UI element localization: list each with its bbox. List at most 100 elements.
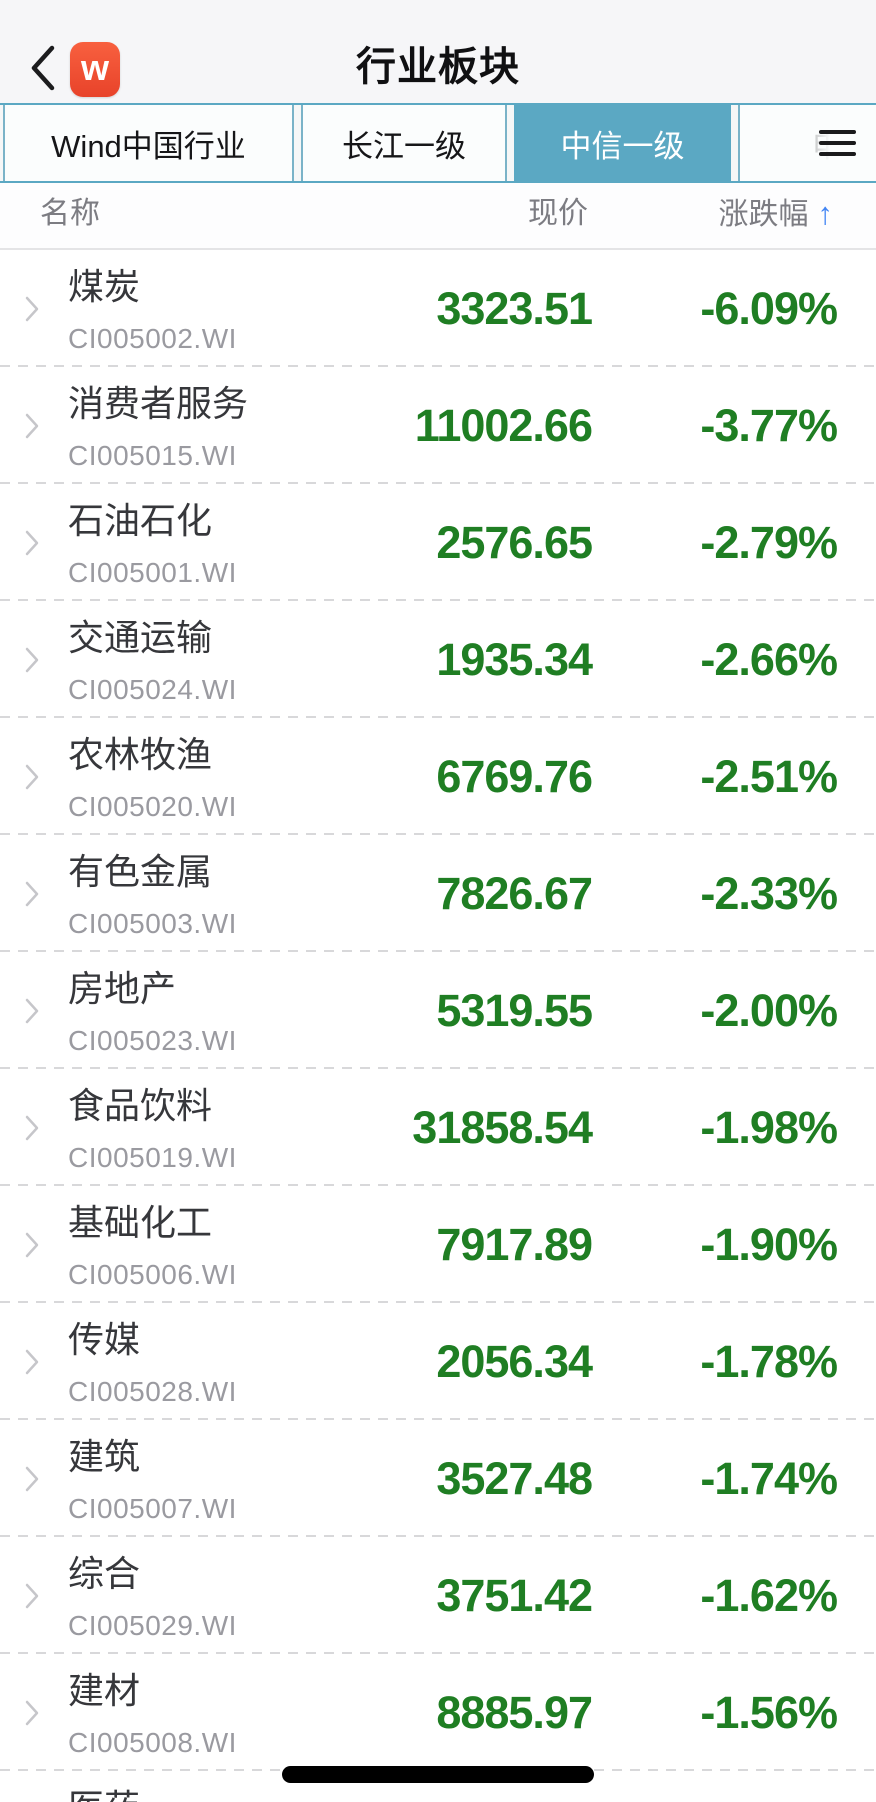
tab-label: Wind中国行业 xyxy=(51,128,246,164)
sector-change: -1.56% xyxy=(700,1686,838,1738)
chevron-right-icon xyxy=(25,998,39,1023)
sector-name: 综合 xyxy=(68,1553,141,1594)
sector-row-xiaofeizhefuwu[interactable]: 消费者服务 CI005015.WI 11002.66 -3.77% xyxy=(0,367,876,484)
sector-row-shipinyinliao[interactable]: 食品饮料 CI005019.WI 31858.54 -1.98% xyxy=(0,1069,876,1186)
sector-price: 3323.51 xyxy=(436,282,593,334)
sector-row-jichuhuagong[interactable]: 基础化工 CI005006.WI 7917.89 -1.90% xyxy=(0,1186,876,1303)
sector-change: -1.90% xyxy=(700,1218,838,1270)
sector-change: -3.77% xyxy=(700,399,838,451)
chevron-right-icon xyxy=(25,530,39,555)
sector-category-tabs: Wind中国行业 长江一级 中信一级 申万 xyxy=(0,103,876,183)
home-indicator[interactable] xyxy=(282,1766,594,1783)
sector-change: -6.09% xyxy=(700,282,838,334)
tab-label: 长江一级 xyxy=(342,128,466,164)
sector-code: CI005024.WI xyxy=(68,674,237,705)
sort-ascending-arrow-icon: ↑ xyxy=(817,196,834,231)
sector-name: 交通运输 xyxy=(68,617,213,658)
nav-bar: w 行业板块 xyxy=(0,0,876,103)
hamburger-icon xyxy=(819,152,856,156)
tab-label: 中信一级 xyxy=(560,128,685,164)
sector-change: -2.66% xyxy=(700,633,838,685)
sector-price: 2056.34 xyxy=(436,1335,593,1387)
wind-app-icon: w xyxy=(70,42,120,97)
sector-row-meitan[interactable]: 煤炭 CI005002.WI 3323.51 -6.09% xyxy=(0,250,876,367)
chevron-right-icon xyxy=(25,1700,39,1725)
chevron-left-icon xyxy=(31,45,55,91)
sector-price: 8885.97 xyxy=(436,1686,593,1738)
sector-row-chuanmei[interactable]: 传媒 CI005028.WI 2056.34 -1.78% xyxy=(0,1303,876,1420)
sector-change: -2.00% xyxy=(700,984,838,1036)
chevron-right-icon xyxy=(25,647,39,672)
wind-app-icon-letter: w xyxy=(80,47,109,88)
sector-code: CI005002.WI xyxy=(68,323,237,354)
sector-row-shiyoushihua[interactable]: 石油石化 CI005001.WI 2576.65 -2.79% xyxy=(0,484,876,601)
tab-wind-china-industry[interactable]: Wind中国行业 xyxy=(3,103,294,183)
back-button[interactable] xyxy=(26,42,60,94)
sector-name: 建材 xyxy=(68,1670,141,1711)
sector-name: 石油石化 xyxy=(68,500,213,541)
chevron-right-icon xyxy=(25,413,39,438)
sector-name: 建筑 xyxy=(68,1436,141,1477)
sector-change: -2.33% xyxy=(700,867,838,919)
sector-change: -2.79% xyxy=(700,516,838,568)
tab-list: Wind中国行业 长江一级 中信一级 申万 xyxy=(0,103,876,183)
hamburger-icon xyxy=(819,130,856,134)
sector-code: CI005028.WI xyxy=(68,1376,237,1407)
sector-change: -1.62% xyxy=(700,1569,838,1621)
sector-row-nonglinmuyu[interactable]: 农林牧渔 CI005020.WI 6769.76 -2.51% xyxy=(0,718,876,835)
sector-row-yousejinshu[interactable]: 有色金属 CI005003.WI 7826.67 -2.33% xyxy=(0,835,876,952)
sector-list: 煤炭 CI005002.WI 3323.51 -6.09% 消费者服务 CI00… xyxy=(0,250,876,1802)
sector-code: CI005015.WI xyxy=(68,440,237,471)
sector-name: 煤炭 xyxy=(68,266,141,307)
sector-code: CI005006.WI xyxy=(68,1259,237,1290)
sector-price: 3527.48 xyxy=(436,1452,593,1504)
sector-price: 11002.66 xyxy=(414,399,593,451)
sector-name: 房地产 xyxy=(68,968,177,1009)
column-header-change-sort[interactable]: 涨跌幅 ↑ xyxy=(719,197,834,232)
sector-price: 2576.65 xyxy=(436,516,593,568)
sector-price: 7917.89 xyxy=(436,1218,593,1270)
sector-change: -1.98% xyxy=(700,1101,838,1153)
sector-name: 医药 xyxy=(68,1788,140,1802)
sector-price: 5319.55 xyxy=(436,984,593,1036)
sector-change: -2.51% xyxy=(700,750,838,802)
sector-name: 有色金属 xyxy=(68,851,213,892)
chevron-right-icon xyxy=(25,1349,39,1374)
chevron-right-icon xyxy=(25,764,39,789)
sector-price: 6769.76 xyxy=(436,750,593,802)
sector-row-jianzhu[interactable]: 建筑 CI005007.WI 3527.48 -1.74% xyxy=(0,1420,876,1537)
sector-row-jiaotongyunshu[interactable]: 交通运输 CI005024.WI 1935.34 -2.66% xyxy=(0,601,876,718)
sector-code: CI005020.WI xyxy=(68,791,237,822)
sector-code: CI005019.WI xyxy=(68,1142,237,1173)
sector-name: 传媒 xyxy=(68,1319,141,1360)
column-header-price[interactable]: 现价 xyxy=(528,197,588,230)
sector-row-jiancai[interactable]: 建材 CI005008.WI 8885.97 -1.56% xyxy=(0,1654,876,1771)
sector-code: CI005003.WI xyxy=(68,908,237,939)
sector-price: 31858.54 xyxy=(412,1101,593,1153)
chevron-right-icon xyxy=(25,1115,39,1140)
tabstrip-fade-overlay xyxy=(756,105,876,181)
tab-citic-level1-selected[interactable]: 中信一级 xyxy=(514,103,731,183)
sector-name: 基础化工 xyxy=(68,1202,213,1243)
sector-name: 食品饮料 xyxy=(68,1085,213,1126)
tab-changjiang-level1[interactable]: 长江一级 xyxy=(301,103,507,183)
more-tabs-menu-button[interactable] xyxy=(819,123,856,163)
sector-change: -1.74% xyxy=(700,1452,838,1504)
column-header-change-label: 涨跌幅 xyxy=(718,198,809,231)
column-header-name: 名称 xyxy=(40,197,100,230)
tabstrip-bottom-border xyxy=(0,181,876,183)
sector-change: -1.78% xyxy=(700,1335,838,1387)
tabstrip-top-border xyxy=(0,103,876,105)
sector-name: 农林牧渔 xyxy=(68,734,213,775)
sector-price: 7826.67 xyxy=(436,867,593,919)
sector-row-fangdichan[interactable]: 房地产 CI005023.WI 5319.55 -2.00% xyxy=(0,952,876,1069)
table-header: 名称 现价 涨跌幅 ↑ xyxy=(0,183,876,250)
sector-row-zonghe[interactable]: 综合 CI005029.WI 3751.42 -1.62% xyxy=(0,1537,876,1654)
sector-code: CI005029.WI xyxy=(68,1610,237,1641)
sector-price: 3751.42 xyxy=(436,1569,593,1621)
chevron-right-icon xyxy=(25,881,39,906)
sector-code: CI005001.WI xyxy=(68,557,237,588)
chevron-right-icon xyxy=(25,1583,39,1608)
sector-name: 消费者服务 xyxy=(68,383,249,424)
chevron-right-icon xyxy=(25,1232,39,1257)
